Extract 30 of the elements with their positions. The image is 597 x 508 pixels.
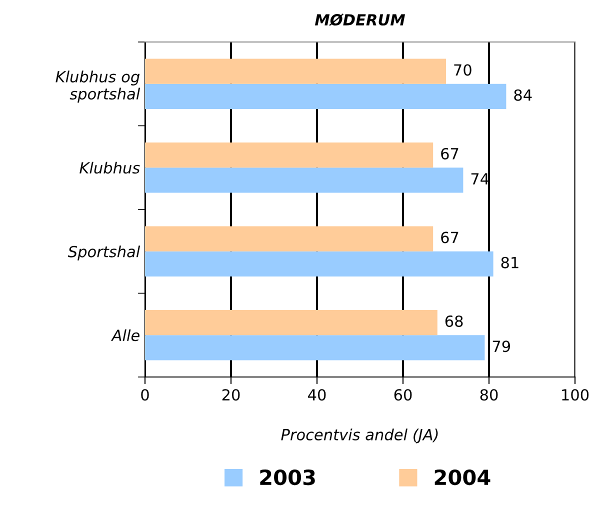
x-tick-label: 100 xyxy=(562,389,589,401)
y-tick-label: Klubhus og sportshal xyxy=(56,70,140,103)
data-label: 79 xyxy=(492,340,510,352)
x-axis-title: Procentvis andel (JA) xyxy=(281,428,438,444)
data-label: 70 xyxy=(454,64,472,76)
x-tick-label: 60 xyxy=(394,389,412,401)
data-label: 84 xyxy=(514,89,532,101)
data-label: 81 xyxy=(501,256,518,268)
bar xyxy=(145,142,434,168)
x-tick-label: 0 xyxy=(141,389,149,401)
legend-label: 2003 xyxy=(260,469,315,486)
data-label: 67 xyxy=(441,148,458,160)
chart-title: MØDERUM xyxy=(314,14,406,26)
y-tick-label: Klubhus xyxy=(80,162,140,174)
x-tick-label: 80 xyxy=(480,389,498,401)
data-label: 74 xyxy=(471,173,489,184)
data-label: 67 xyxy=(441,232,458,244)
bar xyxy=(145,335,485,360)
y-tick-label: Sportshal xyxy=(68,246,140,260)
data-label: 68 xyxy=(445,315,463,327)
bar xyxy=(145,226,434,252)
bar xyxy=(145,168,464,193)
legend-label: 2004 xyxy=(434,469,490,486)
x-tick-label: 40 xyxy=(308,389,326,401)
bar xyxy=(145,58,446,84)
x-tick-label: 20 xyxy=(222,389,240,401)
bar xyxy=(145,310,438,336)
bar xyxy=(145,251,494,276)
y-tick-label: Alle xyxy=(110,329,140,342)
bar xyxy=(145,84,506,109)
